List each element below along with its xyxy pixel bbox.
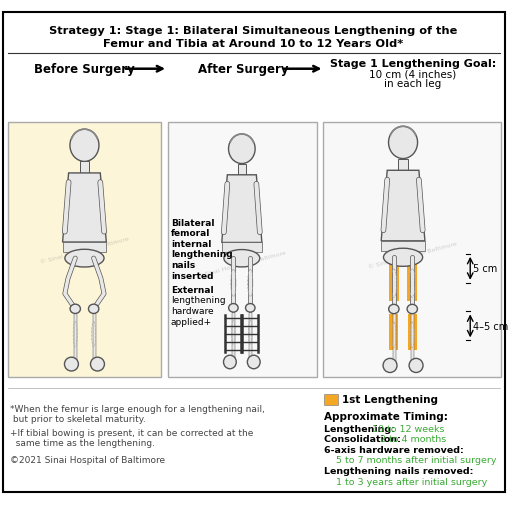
Text: 6-axis hardware removed:: 6-axis hardware removed: <box>324 445 464 454</box>
Ellipse shape <box>409 359 423 373</box>
Text: © Sinai Hospital of Baltimore: © Sinai Hospital of Baltimore <box>197 249 287 279</box>
Text: lengthening: lengthening <box>171 296 225 305</box>
Text: ©2021 Sinai Hospital of Baltimore: ©2021 Sinai Hospital of Baltimore <box>10 456 165 465</box>
Bar <box>323 123 501 377</box>
Ellipse shape <box>245 304 255 313</box>
Text: Lengthening:: Lengthening: <box>324 424 398 433</box>
Ellipse shape <box>70 130 99 162</box>
Bar <box>408 315 417 350</box>
Bar <box>8 123 161 377</box>
Text: applied+: applied+ <box>171 317 212 326</box>
Text: External: External <box>171 285 213 294</box>
Ellipse shape <box>229 304 238 313</box>
Text: in each leg: in each leg <box>384 79 441 89</box>
Ellipse shape <box>384 249 423 267</box>
Ellipse shape <box>224 250 260 267</box>
Polygon shape <box>62 174 106 242</box>
Text: Stage 1 Lengthening Goal:: Stage 1 Lengthening Goal: <box>330 59 496 69</box>
Ellipse shape <box>70 305 80 314</box>
Bar <box>238 164 246 175</box>
Text: Consolidation:: Consolidation: <box>324 434 405 443</box>
Ellipse shape <box>65 250 104 268</box>
Text: +If tibial bowing is present, it can be corrected at the: +If tibial bowing is present, it can be … <box>10 428 253 437</box>
Text: 5 cm: 5 cm <box>473 264 497 274</box>
Ellipse shape <box>248 356 260 369</box>
Bar <box>80 162 89 174</box>
Text: 2 to 4 months: 2 to 4 months <box>380 434 446 443</box>
Text: 1st Lengthening: 1st Lengthening <box>342 394 437 405</box>
Text: © Sinai Hospital of Baltimore: © Sinai Hospital of Baltimore <box>39 235 130 264</box>
Bar <box>168 123 317 377</box>
Ellipse shape <box>90 358 104 371</box>
Text: 1 to 3 years after initial surgery: 1 to 3 years after initial surgery <box>336 477 487 486</box>
Bar <box>62 242 106 252</box>
Text: 10 cm (4 inches): 10 cm (4 inches) <box>369 69 457 79</box>
Text: Bilateral: Bilateral <box>171 218 214 227</box>
Text: Femur and Tibia at Around 10 to 12 Years Old*: Femur and Tibia at Around 10 to 12 Years… <box>103 39 404 49</box>
Text: 5 to 7 months after initial surgery: 5 to 7 months after initial surgery <box>336 456 496 465</box>
Text: © Sinai Hospital of Baltimore: © Sinai Hospital of Baltimore <box>368 240 458 269</box>
Text: Lengthening nails removed:: Lengthening nails removed: <box>324 466 474 475</box>
Ellipse shape <box>65 358 78 371</box>
Text: same time as the lengthening.: same time as the lengthening. <box>10 438 154 447</box>
Text: hardware: hardware <box>171 307 213 316</box>
Text: 10 to 12 weeks: 10 to 12 weeks <box>372 424 445 433</box>
Polygon shape <box>222 175 262 243</box>
Ellipse shape <box>407 305 417 314</box>
Text: Before Surgery: Before Surgery <box>34 63 135 76</box>
Ellipse shape <box>229 135 255 164</box>
Text: femoral: femoral <box>171 229 210 238</box>
Polygon shape <box>381 171 425 241</box>
Text: After Surgery: After Surgery <box>198 63 289 76</box>
Ellipse shape <box>224 356 236 369</box>
Ellipse shape <box>389 305 399 314</box>
Text: 4–5 cm: 4–5 cm <box>473 321 508 331</box>
Bar <box>381 241 425 251</box>
Ellipse shape <box>383 359 397 373</box>
Bar <box>389 315 398 350</box>
Bar <box>407 263 417 301</box>
Text: lengthening: lengthening <box>171 250 232 259</box>
Text: Strategy 1: Stage 1: Bilateral Simultaneous Lengthening of the: Strategy 1: Stage 1: Bilateral Simultane… <box>49 26 458 35</box>
Bar <box>389 263 399 301</box>
Bar <box>222 243 262 252</box>
Text: Approximate Timing:: Approximate Timing: <box>324 412 448 422</box>
Text: nails: nails <box>171 261 195 270</box>
Ellipse shape <box>88 305 99 314</box>
Text: but prior to skeletal maturity.: but prior to skeletal maturity. <box>10 415 145 423</box>
Ellipse shape <box>388 127 417 159</box>
Bar <box>398 159 408 171</box>
Text: internal: internal <box>171 239 211 248</box>
Bar <box>324 394 338 405</box>
Text: *When the femur is large enough for a lengthening nail,: *When the femur is large enough for a le… <box>10 404 264 413</box>
Text: inserted: inserted <box>171 271 213 280</box>
